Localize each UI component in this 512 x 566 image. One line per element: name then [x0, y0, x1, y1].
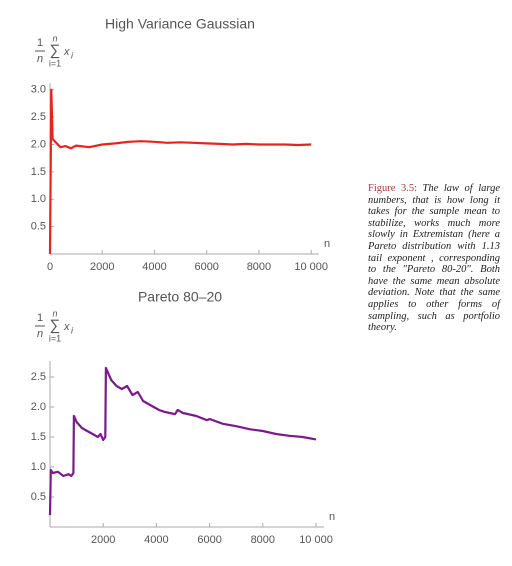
y-tick-label: 3.0 [31, 84, 46, 96]
y-label-term-index: i [71, 325, 74, 335]
y-tick-label: 2.0 [31, 138, 46, 150]
y-label-term: x [63, 46, 70, 58]
y-label-denominator: n [37, 328, 43, 340]
y-tick-label: 2.5 [31, 371, 46, 383]
x-tick-label: 8000 [251, 534, 275, 546]
chart-title: High Variance Gaussian [105, 16, 255, 32]
y-label-operator: ∑ [50, 42, 61, 59]
x-tick-label: 6000 [197, 534, 221, 546]
x-tick-label: 6000 [194, 261, 218, 273]
y-label-sum-upper: n [52, 33, 57, 43]
y-label-sum-upper: n [52, 308, 57, 318]
caption-text: The law of large numbers, that is how lo… [368, 183, 500, 334]
x-axis-label: n [329, 511, 335, 523]
y-label-sum-lower: i=1 [49, 58, 61, 68]
data-line [48, 366, 317, 516]
x-axis-label: n [324, 238, 330, 250]
y-tick-label: 2.5 [31, 111, 46, 123]
x-tick-label: 8000 [247, 261, 271, 273]
x-tick-label: 4000 [142, 261, 166, 273]
x-tick-label: 2000 [90, 261, 114, 273]
data-line [48, 88, 312, 255]
y-tick-label: 2.0 [31, 401, 46, 413]
chart-title: Pareto 80–20 [138, 289, 222, 305]
x-tick-label: 2000 [91, 534, 115, 546]
y-label-term-index: i [71, 50, 74, 60]
y-label-sum-lower: i=1 [49, 333, 61, 343]
y-tick-label: 1.0 [31, 193, 46, 205]
caption: Figure 3.5: The law of large numbers, th… [368, 183, 500, 334]
caption-label: Figure 3.5: [368, 183, 417, 194]
y-tick-label: 1.5 [31, 431, 46, 443]
x-tick-label: 4000 [144, 534, 168, 546]
y-label-numerator: 1 [37, 312, 43, 324]
y-label-denominator: n [37, 53, 43, 65]
x-tick-label: 10 000 [299, 534, 333, 546]
y-tick-label: 1.5 [31, 166, 46, 178]
x-tick-label: 0 [47, 261, 53, 273]
y-tick-label: 1.0 [31, 461, 46, 473]
y-label-term: x [63, 321, 70, 333]
y-label-numerator: 1 [37, 37, 43, 49]
y-label-operator: ∑ [50, 317, 61, 334]
x-tick-label: 10 000 [294, 261, 328, 273]
y-tick-label: 0.5 [31, 221, 46, 233]
y-tick-label: 0.5 [31, 491, 46, 503]
